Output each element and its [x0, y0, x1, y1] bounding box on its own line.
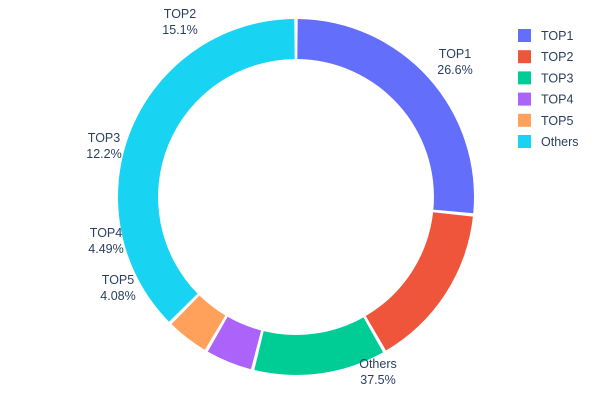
slice-label-others: Others 37.5% — [359, 357, 397, 387]
pie-slice-top4[interactable] — [207, 316, 262, 370]
legend-swatch-others — [518, 135, 531, 148]
slice-label-top4: TOP4 4.49% — [88, 226, 123, 256]
chart-legend[interactable]: TOP1 TOP2 TOP3 TOP4 TOP5 Others — [518, 29, 579, 149]
legend-swatch-top4 — [518, 92, 531, 106]
pie-slice-labels: TOP1 26.6% TOP2 15.1% TOP3 12.2% TOP4 4.49% TOP5… — [86, 7, 472, 387]
legend-label-top2: TOP2 — [541, 50, 573, 64]
pie-slice-top2[interactable] — [365, 212, 473, 351]
pie-slice-top1[interactable] — [297, 19, 474, 214]
legend-item-top3[interactable]: TOP3 — [518, 71, 573, 85]
slice-label-top2: TOP2 15.1% — [162, 7, 197, 37]
legend-label-others: Others — [541, 135, 579, 149]
legend-label-top3: TOP3 — [541, 71, 573, 85]
slice-label-top5: TOP5 4.08% — [100, 273, 135, 303]
pie-slice-top3[interactable] — [254, 317, 384, 376]
slice-label-top1: TOP1 26.6% — [437, 47, 472, 77]
legend-swatch-top3 — [518, 71, 531, 85]
legend-swatch-top2 — [518, 50, 531, 64]
pie-slices[interactable] — [118, 19, 474, 376]
legend-swatch-top5 — [518, 113, 531, 127]
legend-label-top5: TOP5 — [541, 114, 573, 128]
legend-item-others[interactable]: Others — [518, 135, 579, 149]
legend-swatch-top1 — [518, 29, 531, 42]
legend-label-top4: TOP4 — [541, 93, 573, 107]
legend-label-top1: TOP1 — [541, 29, 573, 43]
legend-item-top5[interactable]: TOP5 — [518, 113, 573, 128]
slice-label-top3: TOP3 12.2% — [86, 131, 121, 161]
pie-slice-others[interactable] — [118, 19, 295, 322]
legend-item-top2[interactable]: TOP2 — [518, 50, 573, 64]
legend-item-top1[interactable]: TOP1 — [518, 29, 573, 43]
legend-item-top4[interactable]: TOP4 — [518, 92, 573, 107]
pie-slice-top5[interactable] — [171, 295, 226, 350]
